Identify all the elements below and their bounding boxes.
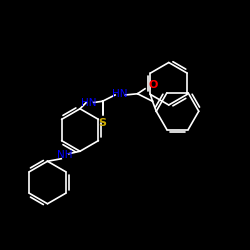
Text: HN: HN: [112, 89, 128, 99]
Text: NH: NH: [57, 150, 73, 160]
Text: O: O: [149, 80, 158, 90]
Text: HN: HN: [81, 98, 96, 108]
Text: S: S: [98, 118, 106, 128]
